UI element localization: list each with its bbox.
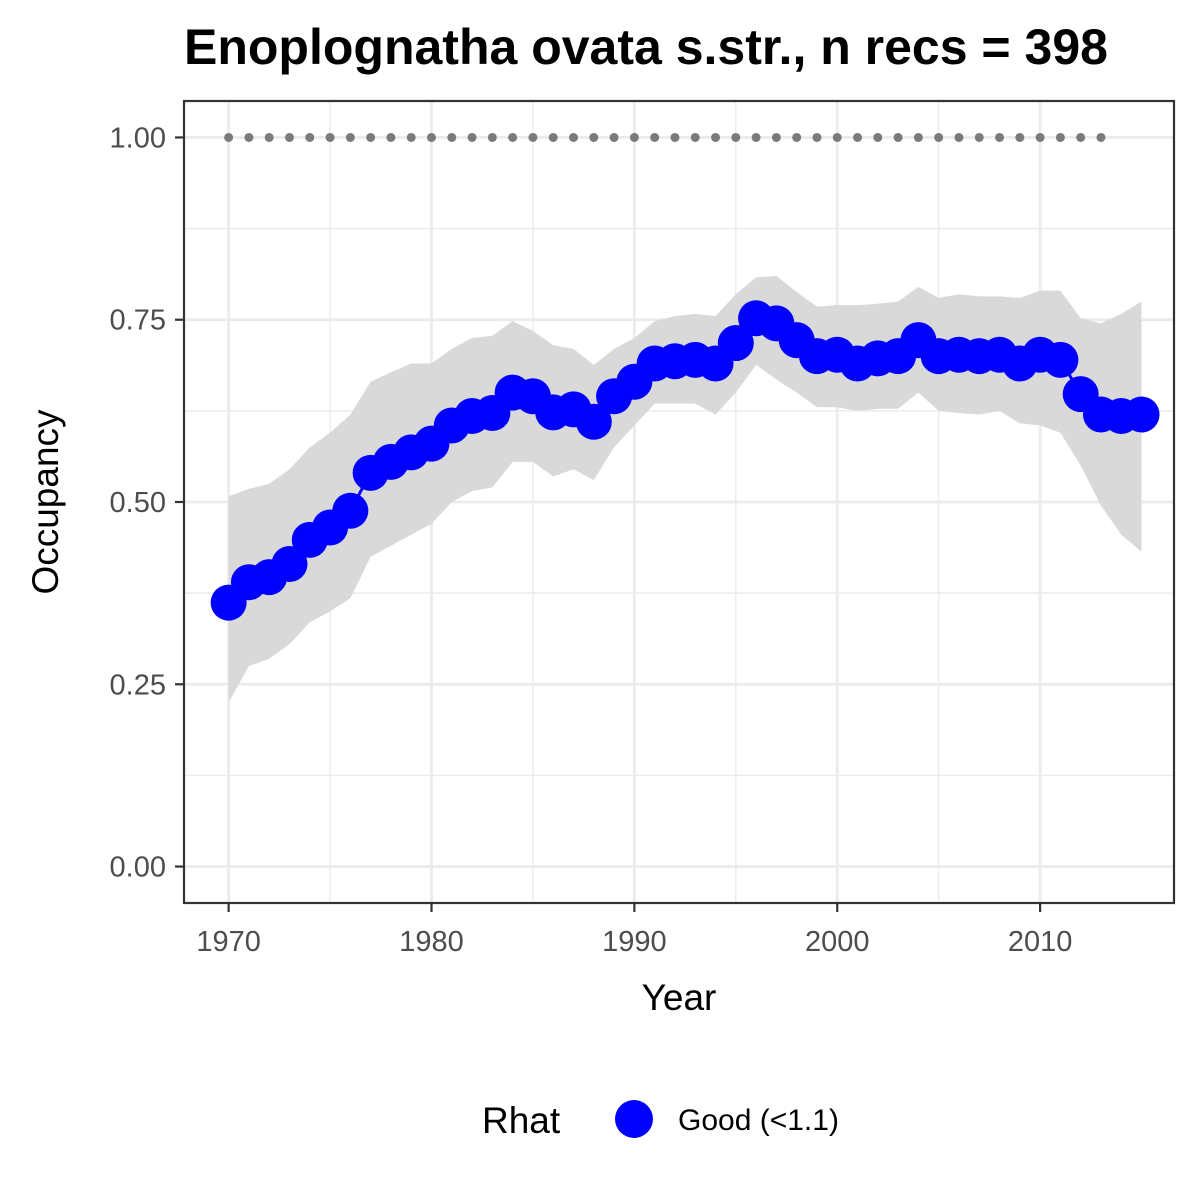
reference-point <box>427 132 436 142</box>
reference-point <box>751 132 761 142</box>
chart-title: Enoplognatha ovata s.str., n recs = 398 <box>184 19 1108 75</box>
legend: Rhat Good (<1.1) <box>482 1100 839 1141</box>
reference-point <box>711 132 721 142</box>
y-tick-label: 0.25 <box>110 669 166 701</box>
reference-point <box>589 132 599 142</box>
x-axis: 1970 1980 1990 2000 2010 <box>196 903 1072 958</box>
data-point <box>1123 396 1160 433</box>
x-tick-label: 2010 <box>1008 926 1073 958</box>
reference-point <box>853 132 863 142</box>
reference-point <box>366 132 376 142</box>
y-tick-label: 0.50 <box>110 487 166 519</box>
x-tick-label: 2000 <box>805 926 870 958</box>
reference-point <box>528 132 538 142</box>
reference-point <box>487 132 497 142</box>
reference-point <box>690 132 700 142</box>
reference-point <box>954 132 964 142</box>
reference-point <box>447 132 457 142</box>
y-tick-label: 0.75 <box>110 305 166 337</box>
reference-point <box>244 132 254 142</box>
reference-point <box>548 132 558 142</box>
reference-point <box>569 132 579 142</box>
reference-point <box>629 132 639 142</box>
legend-title: Rhat <box>482 1100 561 1141</box>
confidence-ribbon <box>228 276 1142 703</box>
legend-label-good: Good (<1.1) <box>678 1104 839 1137</box>
reference-point <box>650 132 660 142</box>
reference-point <box>467 132 477 142</box>
reference-point <box>224 132 234 142</box>
y-tick-label: 0.00 <box>110 852 166 884</box>
y-tick-label: 1.00 <box>110 122 166 154</box>
reference-point <box>934 132 944 142</box>
reference-point <box>873 132 883 142</box>
data-point <box>1042 341 1079 378</box>
reference-point <box>1015 132 1025 142</box>
reference-point <box>1096 132 1106 142</box>
x-axis-title: Year <box>642 977 717 1018</box>
x-tick-label: 1990 <box>602 926 667 958</box>
reference-point <box>386 132 396 142</box>
reference-point <box>508 132 518 142</box>
reference-points <box>224 132 1106 142</box>
reference-point <box>406 132 416 142</box>
x-tick-label: 1970 <box>196 926 261 958</box>
reference-point <box>264 132 274 142</box>
reference-point <box>893 132 903 142</box>
y-axis-title: Occupancy <box>25 409 66 595</box>
reference-point <box>325 132 335 142</box>
data-point <box>332 492 369 529</box>
reference-point <box>1076 132 1086 142</box>
reference-point <box>913 132 923 142</box>
data-point <box>575 403 612 440</box>
reference-point <box>812 132 822 142</box>
reference-point <box>1035 132 1045 142</box>
reference-point <box>345 132 355 142</box>
reference-point <box>1055 132 1065 142</box>
series-points <box>210 300 1160 621</box>
reference-point <box>305 132 315 142</box>
reference-point <box>995 132 1005 142</box>
reference-point <box>284 132 294 142</box>
legend-key-good <box>615 1100 653 1138</box>
x-tick-label: 1980 <box>399 926 464 958</box>
reference-point <box>974 132 984 142</box>
reference-point <box>731 132 741 142</box>
reference-point <box>670 132 680 142</box>
reference-point <box>771 132 781 142</box>
reference-point <box>832 132 842 142</box>
reference-point <box>609 132 619 142</box>
reference-point <box>792 132 802 142</box>
y-axis: 0.00 0.25 0.50 0.75 1.00 <box>110 122 184 884</box>
data-point <box>717 325 754 362</box>
data-point <box>271 545 308 582</box>
